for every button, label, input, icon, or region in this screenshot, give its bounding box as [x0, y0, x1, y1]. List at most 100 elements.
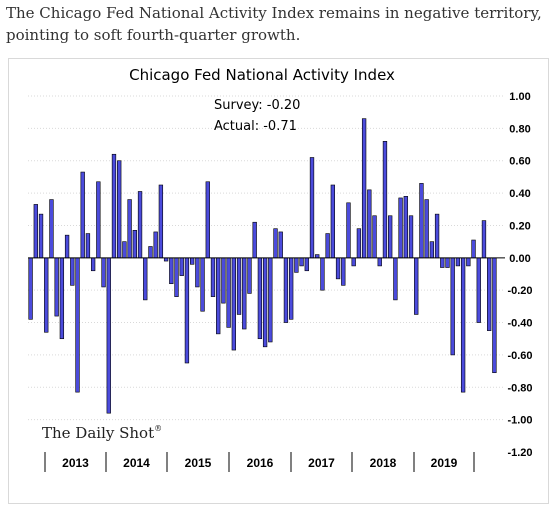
- bar: [273, 228, 278, 259]
- y-tick-label: -1.20: [507, 447, 532, 459]
- bar: [174, 257, 179, 297]
- bar: [59, 257, 65, 340]
- bar: [80, 171, 85, 259]
- bar: [70, 257, 75, 286]
- bar: [341, 257, 346, 286]
- year-label: 2014: [123, 456, 150, 470]
- bar: [268, 257, 273, 343]
- bar: [257, 257, 263, 340]
- bar: [184, 257, 190, 364]
- bar: [85, 233, 91, 259]
- bar: [398, 197, 403, 259]
- survey-annotation: Survey: -0.20: [214, 98, 300, 113]
- year-label: 2015: [185, 456, 212, 470]
- bar: [75, 257, 80, 393]
- bar: [487, 257, 492, 331]
- bar: [200, 257, 205, 312]
- bar: [346, 202, 351, 259]
- bar: [450, 257, 455, 356]
- bar: [210, 257, 216, 297]
- y-tick-label: -0.60: [507, 350, 532, 362]
- bar: [137, 191, 143, 259]
- actual-annotation: Actual: -0.71: [214, 119, 297, 134]
- bar: [309, 157, 315, 259]
- bar: [367, 189, 372, 259]
- bar: [330, 184, 335, 259]
- bar: [388, 215, 393, 259]
- bar: [466, 257, 471, 267]
- bar: [377, 257, 382, 267]
- bar: [252, 221, 257, 259]
- bar: [471, 239, 476, 259]
- chart-caption: The Chicago Fed National Activity Index …: [6, 4, 542, 44]
- svg-text:The Daily Shot®: The Daily Shot®: [42, 424, 162, 442]
- bar: [283, 257, 289, 323]
- bar: [278, 231, 283, 259]
- bars: [28, 118, 497, 414]
- bar: [158, 184, 164, 259]
- bar: [403, 196, 408, 259]
- bar: [148, 246, 153, 259]
- bar: [28, 257, 33, 320]
- bar: [289, 257, 294, 320]
- bar: [460, 257, 466, 393]
- y-tick-label: 0.00: [509, 253, 530, 265]
- y-axis-ticks: 1.00 0.80 0.60 0.40 0.20 0.00 -0.20 -0.40 -0.60 -…: [507, 91, 532, 459]
- bar: [351, 257, 356, 267]
- bar: [382, 141, 388, 259]
- bar: [419, 183, 424, 259]
- bar: [64, 234, 70, 259]
- bar: [153, 231, 158, 259]
- year-label: 2017: [308, 456, 335, 470]
- bar: [96, 181, 101, 259]
- bar: [455, 257, 461, 267]
- year-label: 2018: [370, 456, 397, 470]
- bar: [361, 118, 367, 259]
- bar: [320, 257, 325, 291]
- bar: [189, 257, 195, 265]
- bar: [236, 257, 242, 315]
- bar: [414, 257, 419, 315]
- bar: [356, 228, 362, 259]
- y-tick-label: 0.20: [509, 220, 530, 232]
- bar: [44, 257, 49, 333]
- bar: [294, 257, 299, 273]
- bar: [117, 160, 122, 259]
- y-tick-label: -1.00: [507, 415, 532, 427]
- bar: [90, 257, 96, 272]
- y-tick-label: 0.80: [509, 123, 530, 135]
- year-label: 2013: [62, 456, 89, 470]
- bar: [106, 257, 111, 414]
- y-tick-label: 1.00: [509, 91, 530, 103]
- bar: [38, 213, 44, 259]
- chart-frame: [8, 58, 549, 504]
- daily-shot-logo: The Daily Shot®: [42, 424, 162, 442]
- bar: [393, 257, 398, 301]
- bar: [440, 257, 445, 268]
- y-tick-label: 0.40: [509, 188, 530, 200]
- bar: [101, 257, 106, 288]
- bar: [49, 199, 54, 259]
- bar: [242, 257, 247, 330]
- bar: [304, 257, 309, 272]
- bar: [122, 241, 127, 259]
- bar: [143, 257, 148, 301]
- bar: [335, 257, 341, 280]
- year-label: 2016: [247, 456, 274, 470]
- bar: [195, 257, 200, 288]
- bar: [132, 230, 137, 259]
- bar: [111, 153, 117, 259]
- year-label: 2019: [431, 456, 458, 470]
- brand-mark: ®: [154, 424, 162, 433]
- y-tick-label: -0.20: [507, 285, 532, 297]
- bar: [169, 257, 174, 285]
- bar: [33, 204, 38, 259]
- bar: [492, 257, 497, 374]
- bar: [216, 257, 221, 335]
- y-tick-label: -0.80: [507, 382, 532, 394]
- bar: [179, 257, 184, 276]
- bar: [424, 199, 429, 259]
- bar: [325, 233, 330, 259]
- y-tick-label: 0.60: [509, 156, 530, 168]
